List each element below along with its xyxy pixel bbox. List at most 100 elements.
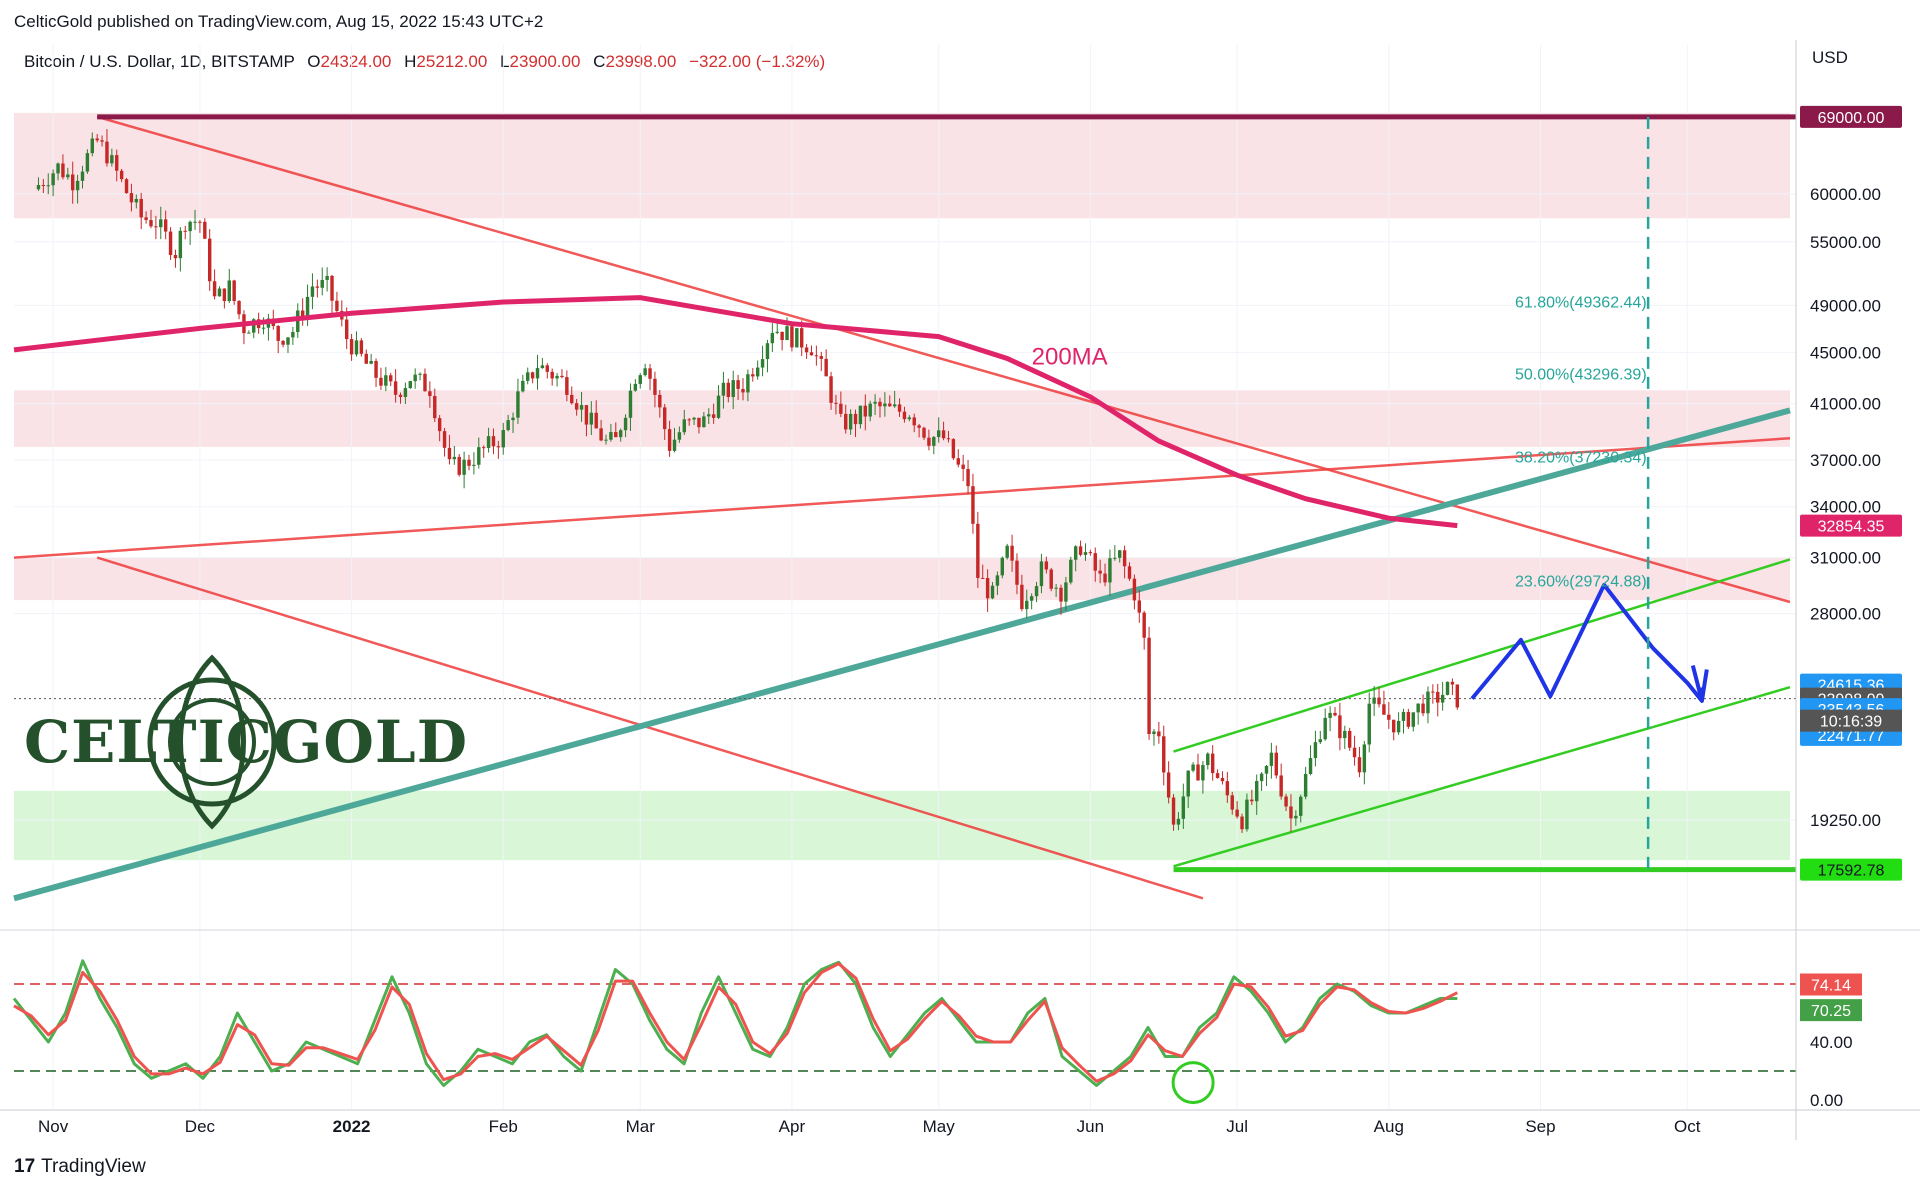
candle-body <box>555 375 559 379</box>
candle-body <box>858 405 863 425</box>
x-tick-label-10: Sep <box>1525 1117 1555 1136</box>
y-tick-label-0: 60000.00 <box>1810 185 1881 204</box>
candles-layer <box>36 129 1460 833</box>
candle-body <box>477 447 481 465</box>
candle-body <box>212 281 217 297</box>
candle-body <box>1069 559 1073 583</box>
candle-body <box>829 376 833 403</box>
candle-body <box>1362 744 1367 773</box>
candle-body <box>349 339 354 355</box>
tradingview-logo-icon: 17 <box>14 1156 36 1177</box>
y-tick-label-9: 19250.00 <box>1810 811 1881 830</box>
candle-body <box>1073 546 1078 560</box>
candle-body <box>183 230 187 232</box>
candle-body <box>961 464 965 469</box>
candle-body <box>1401 711 1406 721</box>
candle-body <box>90 138 94 154</box>
candle-body <box>1137 600 1142 613</box>
candle-body <box>1240 816 1244 830</box>
resistance-zone-1 <box>14 390 1790 447</box>
candle-body <box>291 332 295 338</box>
candle-body <box>1054 587 1058 589</box>
candle-body <box>1372 697 1376 704</box>
symbol-title: Bitcoin / U.S. Dollar, 1D, BITSTAMP <box>24 52 295 71</box>
candle-body <box>1078 546 1083 555</box>
candle-body <box>41 185 46 187</box>
candle-body <box>927 437 931 446</box>
candle-body <box>790 326 794 348</box>
candle-body <box>496 446 501 448</box>
price-tag-0: 69000.00 <box>1818 110 1885 127</box>
candle-body <box>1387 714 1391 720</box>
stoch-series-0 <box>12 959 1458 1087</box>
low-value: 23900.00 <box>509 52 581 71</box>
fib-layer: 61.80%(49362.44) 50.00%(43296.39) 38.20%(3… <box>1515 116 1650 870</box>
candle-body <box>516 391 520 418</box>
logo-knot-ring <box>147 677 277 807</box>
candle-body <box>320 279 324 288</box>
candle-body <box>1279 775 1283 797</box>
candle-body <box>697 417 701 428</box>
candle-body <box>677 432 682 440</box>
candle-body <box>467 459 471 466</box>
candle-body <box>819 356 823 359</box>
candle-body <box>1064 582 1068 602</box>
candle-body <box>814 355 819 357</box>
candle-body <box>897 404 902 412</box>
candle-body <box>115 155 119 171</box>
candle-body <box>149 219 153 227</box>
candle-body <box>682 419 686 433</box>
candle-body <box>433 395 437 419</box>
candle-body <box>1215 773 1220 779</box>
candle-body <box>1269 752 1274 766</box>
green-channel-line-0 <box>1173 558 1791 753</box>
candle-body <box>335 300 339 312</box>
candle-body <box>785 326 789 341</box>
candle-body <box>702 416 706 428</box>
stoch-tag-1: 70.25 <box>1811 1003 1851 1020</box>
logo-knot-weave <box>178 654 246 830</box>
green-channel-line-1 <box>1173 686 1791 868</box>
x-tick-label-1: Dec <box>185 1117 216 1136</box>
y-tick-label-8: 28000.00 <box>1810 605 1881 624</box>
candle-body <box>51 173 55 186</box>
axis-layer: 60000.00 55000.00 49000.00 45000.00 41000.00… <box>0 40 1920 1140</box>
candle-body <box>574 403 579 410</box>
candle-body <box>193 221 197 223</box>
candle-body <box>1289 806 1293 819</box>
candle-body <box>1176 818 1181 825</box>
candle-body <box>95 138 99 141</box>
fib-label-3: 23.60%(29724.88) <box>1515 574 1647 591</box>
candle-body <box>46 185 50 187</box>
candle-body <box>129 193 134 203</box>
candle-body <box>1318 739 1323 743</box>
candle-body <box>780 331 784 341</box>
candle-body <box>1299 796 1303 816</box>
candle-body <box>1406 711 1411 727</box>
candle-body <box>526 372 530 381</box>
candle-body <box>315 286 320 288</box>
candle-body <box>1196 764 1200 781</box>
candle-body <box>506 420 510 431</box>
candle-body <box>736 380 740 389</box>
candle-body <box>1132 578 1137 601</box>
candle-body <box>658 394 662 408</box>
ma-layer: 200MA <box>13 295 1458 529</box>
candle-body <box>247 332 251 334</box>
candle-body <box>1357 757 1362 773</box>
candle-body <box>1274 752 1278 776</box>
candle-body <box>1235 809 1239 817</box>
candle-body <box>1411 712 1415 727</box>
candle-body <box>770 332 775 344</box>
open-label: O <box>307 52 321 71</box>
candle-body <box>1377 697 1381 705</box>
candle-body <box>159 219 163 228</box>
projection-path <box>1470 582 1709 703</box>
tradingview-footer[interactable]: 17 TradingView <box>14 1156 146 1178</box>
candle-body <box>198 221 202 223</box>
y-tick-label-5: 37000.00 <box>1810 451 1881 470</box>
candle-body <box>384 375 388 386</box>
x-tick-label-9: Aug <box>1374 1117 1404 1136</box>
price-tag-1: 32854.35 <box>1818 519 1885 536</box>
